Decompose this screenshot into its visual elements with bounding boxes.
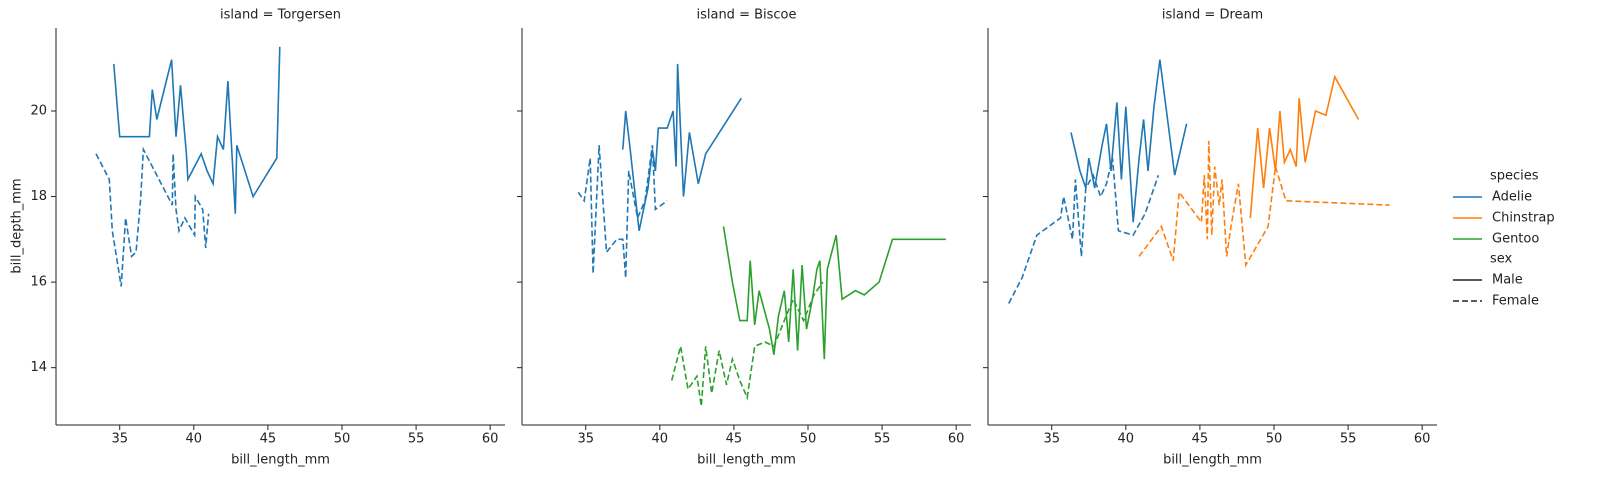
x-tick-label: 60 [948, 432, 965, 447]
legend-label: Male [1492, 273, 1523, 288]
x-tick-label: 55 [408, 432, 425, 447]
x-tick-label: 35 [577, 432, 594, 447]
x-axis-label: bill_length_mm [231, 453, 330, 468]
series-line [95, 146, 210, 287]
legend-label: Female [1492, 294, 1539, 309]
series-line [722, 226, 946, 360]
x-axis-label: bill_length_mm [1163, 453, 1262, 468]
x-tick-label: 45 [726, 432, 743, 447]
legend-label: Gentoo [1492, 232, 1539, 247]
panel-title: island = Dream [1162, 8, 1263, 23]
y-tick-label: 16 [30, 275, 47, 290]
y-tick-label: 14 [30, 360, 47, 375]
x-tick-label: 35 [111, 432, 128, 447]
series-line [670, 281, 824, 407]
x-tick-label: 40 [652, 432, 669, 447]
x-tick-label: 40 [1118, 432, 1135, 447]
series-line [1249, 74, 1360, 218]
x-tick-label: 45 [260, 432, 277, 447]
x-tick-label: 45 [1192, 432, 1209, 447]
series-line [1138, 140, 1390, 268]
x-tick-label: 40 [186, 432, 203, 447]
series-line [1070, 59, 1188, 223]
series-line [1007, 157, 1160, 304]
x-tick-label: 55 [874, 432, 891, 447]
legend-label: Adelie [1492, 190, 1532, 205]
x-tick-label: 60 [1414, 432, 1431, 447]
y-tick-label: 20 [30, 103, 47, 118]
x-tick-label: 35 [1043, 432, 1060, 447]
panel-title: island = Biscoe [696, 8, 796, 23]
legend-title: species [1490, 169, 1539, 184]
panel-title: island = Torgersen [220, 8, 341, 23]
series-line [577, 145, 668, 278]
series-line [113, 46, 281, 214]
legend-title: sex [1490, 252, 1513, 267]
y-axis-label: bill_depth_mm [10, 178, 25, 273]
x-tick-label: 50 [334, 432, 351, 447]
x-tick-label: 60 [482, 432, 499, 447]
x-tick-label: 50 [1266, 432, 1283, 447]
x-tick-label: 55 [1340, 432, 1357, 447]
y-tick-label: 18 [30, 189, 47, 204]
x-axis-label: bill_length_mm [697, 453, 796, 468]
series-line [622, 63, 742, 231]
legend-label: Chinstrap [1492, 211, 1555, 226]
x-tick-label: 50 [800, 432, 817, 447]
